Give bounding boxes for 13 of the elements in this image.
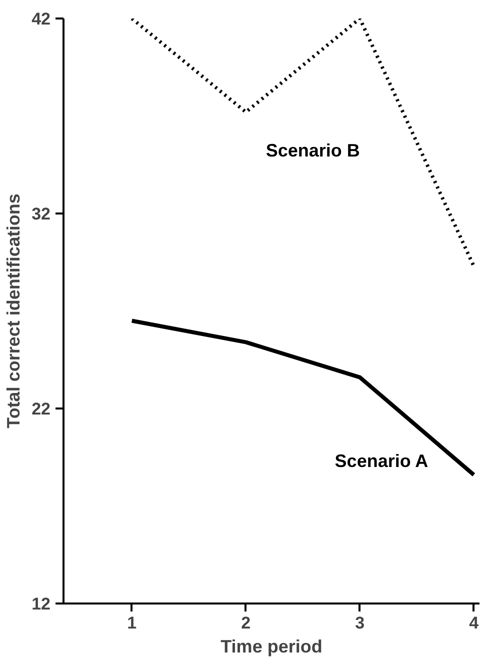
x-tick-label: 4 xyxy=(469,614,480,632)
y-tick-label: 22 xyxy=(32,400,51,418)
y-tick-label: 12 xyxy=(32,594,51,614)
x-axis-title: Time period xyxy=(220,636,322,656)
x-tick-label: 1 xyxy=(127,614,137,632)
line-series xyxy=(130,318,476,477)
series-label: Scenario A xyxy=(334,451,428,472)
x-tick-label: 2 xyxy=(241,614,251,632)
series-label: Scenario B xyxy=(266,140,360,160)
y-axis-title: Total correct identifications xyxy=(4,194,24,428)
y-tick-label: 42 xyxy=(32,10,51,28)
y-tick-label: 32 xyxy=(32,204,51,224)
x-tick-label: 3 xyxy=(355,614,365,632)
